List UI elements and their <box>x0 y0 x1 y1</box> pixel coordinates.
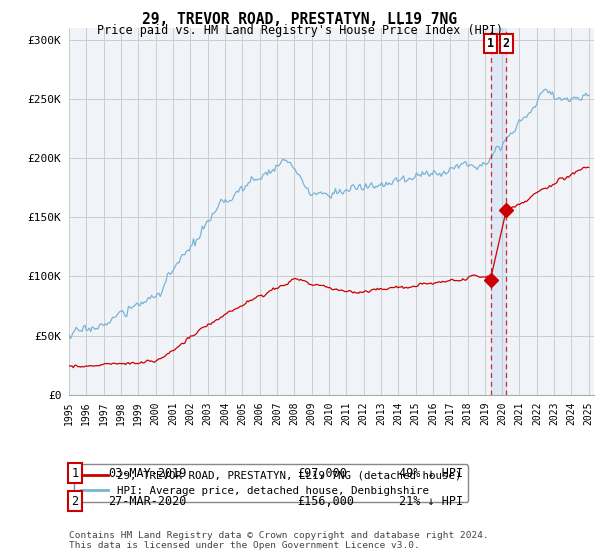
Text: 29, TREVOR ROAD, PRESTATYN, LL19 7NG: 29, TREVOR ROAD, PRESTATYN, LL19 7NG <box>143 12 458 27</box>
Text: 1: 1 <box>71 466 79 480</box>
Text: £156,000: £156,000 <box>297 494 354 508</box>
Text: 49% ↓ HPI: 49% ↓ HPI <box>399 466 463 480</box>
Text: 27-MAR-2020: 27-MAR-2020 <box>108 494 187 508</box>
Text: Price paid vs. HM Land Registry's House Price Index (HPI): Price paid vs. HM Land Registry's House … <box>97 24 503 37</box>
Text: Contains HM Land Registry data © Crown copyright and database right 2024.
This d: Contains HM Land Registry data © Crown c… <box>69 530 489 550</box>
Bar <box>491 28 506 395</box>
Text: 1: 1 <box>487 37 494 50</box>
Legend: 29, TREVOR ROAD, PRESTATYN, LL19 7NG (detached house), HPI: Average price, detac: 29, TREVOR ROAD, PRESTATYN, LL19 7NG (de… <box>74 464 467 502</box>
Text: £97,000: £97,000 <box>297 466 347 480</box>
Text: 21% ↓ HPI: 21% ↓ HPI <box>399 494 463 508</box>
Text: 2: 2 <box>71 494 79 508</box>
Text: 03-MAY-2019: 03-MAY-2019 <box>108 466 187 480</box>
Text: 2: 2 <box>503 37 510 50</box>
